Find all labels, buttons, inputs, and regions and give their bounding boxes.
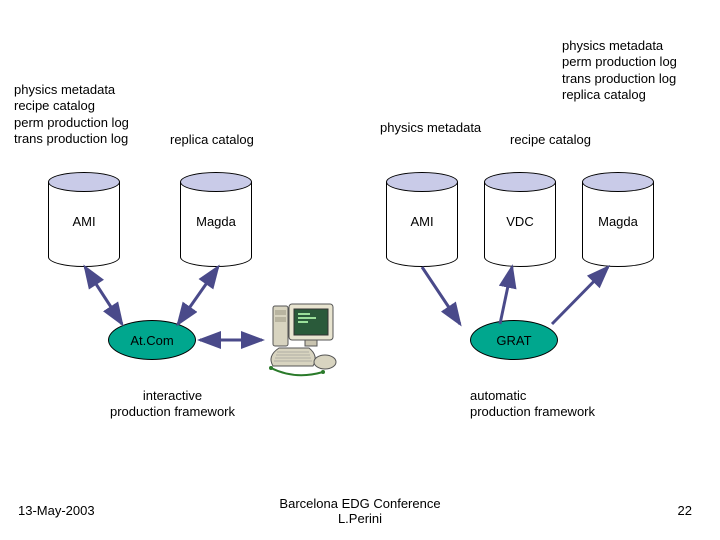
cylinder-label: AMI	[386, 214, 458, 229]
cylinder-label: VDC	[484, 214, 556, 229]
oval-label: GRAT	[496, 333, 531, 348]
footer-center: Barcelona EDG Conference L.Perini	[0, 496, 720, 526]
recipe-catalog-label: recipe catalog	[510, 132, 591, 148]
cylinder-label: Magda	[180, 214, 252, 229]
interactive-fw-label: interactive production framework	[110, 388, 235, 421]
oval-atcom: At.Com	[108, 320, 196, 360]
computer-icon	[265, 300, 345, 382]
oval-grat: GRAT	[470, 320, 558, 360]
cylinder-ami-2: AMI	[386, 172, 458, 267]
right-text-block: physics metadata perm production log tra…	[562, 38, 677, 103]
cylinder-magda-1: Magda	[180, 172, 252, 267]
cylinder-magda-2: Magda	[582, 172, 654, 267]
left-text-block: physics metadata recipe catalog perm pro…	[14, 82, 129, 147]
cylinder-ami-1: AMI	[48, 172, 120, 267]
cylinder-vdc: VDC	[484, 172, 556, 267]
cylinder-label: AMI	[48, 214, 120, 229]
automatic-fw-label: automatic production framework	[470, 388, 595, 421]
physics-metadata-label: physics metadata	[380, 120, 481, 136]
replica-catalog-label: replica catalog	[170, 132, 254, 148]
footer-page: 22	[678, 503, 692, 518]
oval-label: At.Com	[130, 333, 173, 348]
cylinder-label: Magda	[582, 214, 654, 229]
